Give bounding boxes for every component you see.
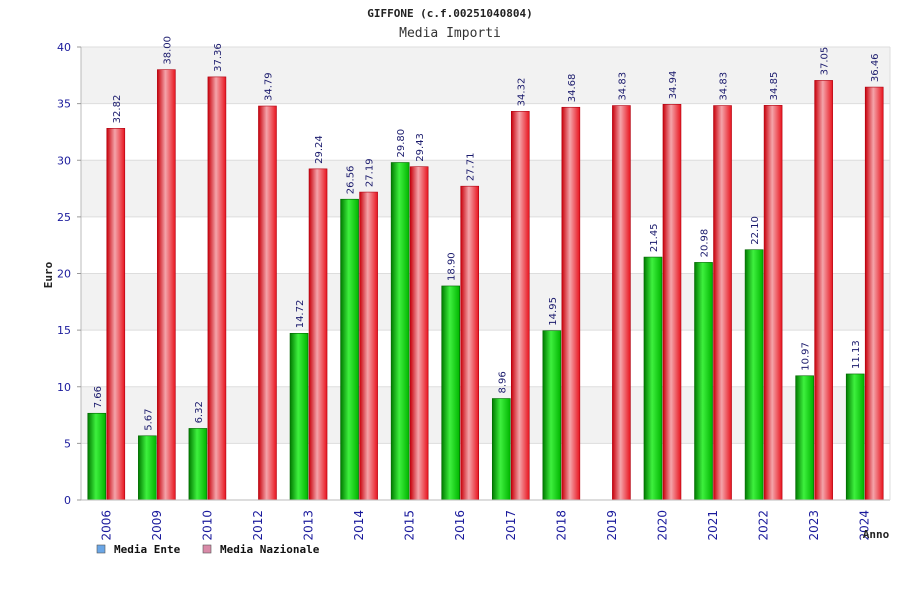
bar-media-nazionale-2009 xyxy=(157,69,176,501)
legend-swatch xyxy=(96,544,106,554)
bar-media-ente-2014 xyxy=(340,198,359,501)
value-label: 14.72 xyxy=(295,300,306,329)
x-tick-label: 2019 xyxy=(605,510,619,541)
value-label: 7.66 xyxy=(93,386,104,408)
x-tick-label: 2016 xyxy=(453,510,467,541)
bar-media-nazionale-2010 xyxy=(207,76,227,501)
bar-media-ente-2016 xyxy=(441,285,461,501)
bar-media-nazionale-2016 xyxy=(460,185,480,501)
y-tick-label: 40 xyxy=(57,41,71,54)
bar-media-nazionale-2013 xyxy=(308,168,328,501)
y-tick-label: 25 xyxy=(57,211,71,224)
value-label: 29.43 xyxy=(415,133,426,162)
legend: Media Ente Media Nazionale xyxy=(96,543,320,556)
legend-swatch xyxy=(202,544,212,554)
bar-media-nazionale-2015 xyxy=(409,166,429,501)
value-label: 32.82 xyxy=(112,95,123,124)
x-tick-label: 2006 xyxy=(99,510,113,541)
x-tick-label: 2020 xyxy=(655,510,669,541)
chart-subtitle: Media Importi xyxy=(399,26,501,41)
value-label: 6.32 xyxy=(194,401,205,423)
x-tick-label: 2015 xyxy=(403,510,417,541)
x-tick-label: 2010 xyxy=(200,510,214,541)
bar-media-ente-2017 xyxy=(491,398,511,501)
bar-media-nazionale-2019 xyxy=(612,105,631,501)
x-tick-label: 2021 xyxy=(706,510,720,541)
bar-media-nazionale-2020 xyxy=(662,104,682,501)
y-axis-label: Euro xyxy=(42,261,55,288)
bar-media-nazionale-2023 xyxy=(814,80,833,501)
x-tick-label: 2017 xyxy=(504,510,518,541)
value-label: 34.32 xyxy=(516,78,527,107)
bar-media-nazionale-2006 xyxy=(106,128,126,501)
y-tick-label: 35 xyxy=(57,98,71,111)
bar-media-ente-2006 xyxy=(87,412,107,501)
y-tick-label: 0 xyxy=(64,494,71,507)
value-label: 8.96 xyxy=(497,371,508,393)
bar-media-ente-2020 xyxy=(643,256,663,501)
value-label: 34.83 xyxy=(719,72,730,101)
value-label: 18.90 xyxy=(447,252,458,281)
value-label: 5.67 xyxy=(143,409,154,431)
x-tick-label: 2009 xyxy=(150,510,164,541)
value-label: 11.13 xyxy=(851,340,862,369)
value-label: 37.05 xyxy=(820,47,831,76)
bar-media-nazionale-2018 xyxy=(561,106,581,501)
value-label: 34.94 xyxy=(668,71,679,100)
bar-media-nazionale-2014 xyxy=(359,191,378,501)
legend-label: Media Nazionale xyxy=(220,543,320,556)
value-label: 27.19 xyxy=(365,158,376,187)
legend-label: Media Ente xyxy=(114,543,181,556)
x-tick-label: 2023 xyxy=(807,510,821,541)
chart-title: GIFFONE (c.f.00251040804) xyxy=(367,7,533,20)
bar-media-nazionale-2024 xyxy=(864,86,884,501)
value-label: 20.98 xyxy=(700,229,711,258)
bar-media-ente-2010 xyxy=(188,428,208,501)
value-label: 29.24 xyxy=(314,135,325,164)
value-label: 26.56 xyxy=(346,166,357,195)
bar-media-ente-2009 xyxy=(138,435,157,501)
x-tick-label: 2022 xyxy=(757,510,771,541)
value-label: 34.85 xyxy=(769,72,780,101)
value-label: 21.45 xyxy=(649,223,660,252)
x-tick-label: 2012 xyxy=(251,510,265,541)
bar-media-ente-2021 xyxy=(694,262,713,501)
value-label: 10.97 xyxy=(801,342,812,371)
bar-media-ente-2018 xyxy=(542,330,562,501)
y-tick-label: 10 xyxy=(57,381,71,394)
value-label: 27.71 xyxy=(466,153,477,182)
value-label: 36.46 xyxy=(870,53,881,82)
bars xyxy=(87,69,884,501)
value-label: 37.36 xyxy=(213,43,224,72)
y-tick-label: 20 xyxy=(57,268,71,281)
bar-media-ente-2015 xyxy=(390,162,410,501)
bar-media-nazionale-2012 xyxy=(258,105,277,501)
bar-media-nazionale-2021 xyxy=(713,105,732,501)
y-axis-ticks: 0 5 10 15 20 25 30 35 40 xyxy=(57,41,81,507)
value-label: 29.80 xyxy=(396,129,407,158)
value-label: 34.79 xyxy=(263,72,274,101)
bar-media-ente-2022 xyxy=(744,249,764,501)
x-axis-ticks: 2006 2009 2010 2012 2013 2014 2015 2016 2017 2018… xyxy=(99,510,871,541)
y-tick-label: 5 xyxy=(64,437,71,450)
x-tick-label: 2013 xyxy=(302,510,316,541)
value-labels: 7.66 32.82 5.67 38.00 6.32 37.36 34.79 14.72 29.… xyxy=(93,36,881,431)
y-tick-label: 30 xyxy=(57,154,71,167)
x-tick-label: 2024 xyxy=(858,510,872,541)
bar-media-nazionale-2022 xyxy=(763,105,783,501)
bar-media-nazionale-2017 xyxy=(510,111,530,501)
bar-media-ente-2023 xyxy=(795,375,814,501)
x-axis-label: Anno xyxy=(863,528,890,541)
y-tick-label: 15 xyxy=(57,324,71,337)
value-label: 34.83 xyxy=(617,72,628,101)
value-label: 22.10 xyxy=(750,216,761,245)
x-tick-label: 2018 xyxy=(554,510,568,541)
bar-media-ente-2013 xyxy=(289,332,309,501)
value-label: 14.95 xyxy=(548,297,559,326)
bar-media-ente-2024 xyxy=(845,373,865,501)
x-tick-label: 2014 xyxy=(352,510,366,541)
value-label: 34.68 xyxy=(567,74,578,103)
value-label: 38.00 xyxy=(162,36,173,65)
